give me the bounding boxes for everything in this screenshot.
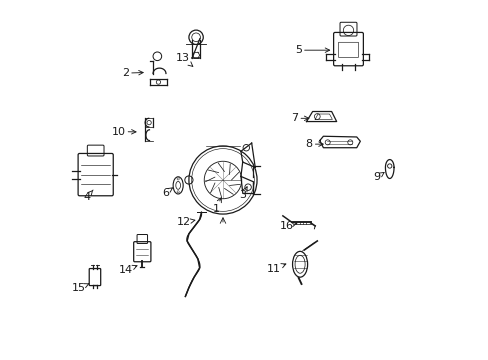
Text: 12: 12	[177, 217, 195, 227]
Text: 11: 11	[266, 264, 285, 274]
Text: 4: 4	[83, 190, 93, 202]
Text: 14: 14	[118, 265, 137, 275]
Text: 16: 16	[280, 221, 296, 231]
Text: 15: 15	[72, 283, 89, 293]
Text: 3: 3	[239, 187, 246, 200]
Text: 2: 2	[122, 68, 143, 78]
Text: 6: 6	[162, 188, 172, 198]
Text: 1: 1	[212, 198, 221, 214]
Text: 8: 8	[305, 139, 323, 149]
Text: 9: 9	[373, 172, 384, 182]
Text: 7: 7	[290, 113, 308, 123]
Text: 10: 10	[111, 127, 136, 136]
Text: 13: 13	[176, 53, 192, 66]
Text: 5: 5	[294, 45, 329, 55]
